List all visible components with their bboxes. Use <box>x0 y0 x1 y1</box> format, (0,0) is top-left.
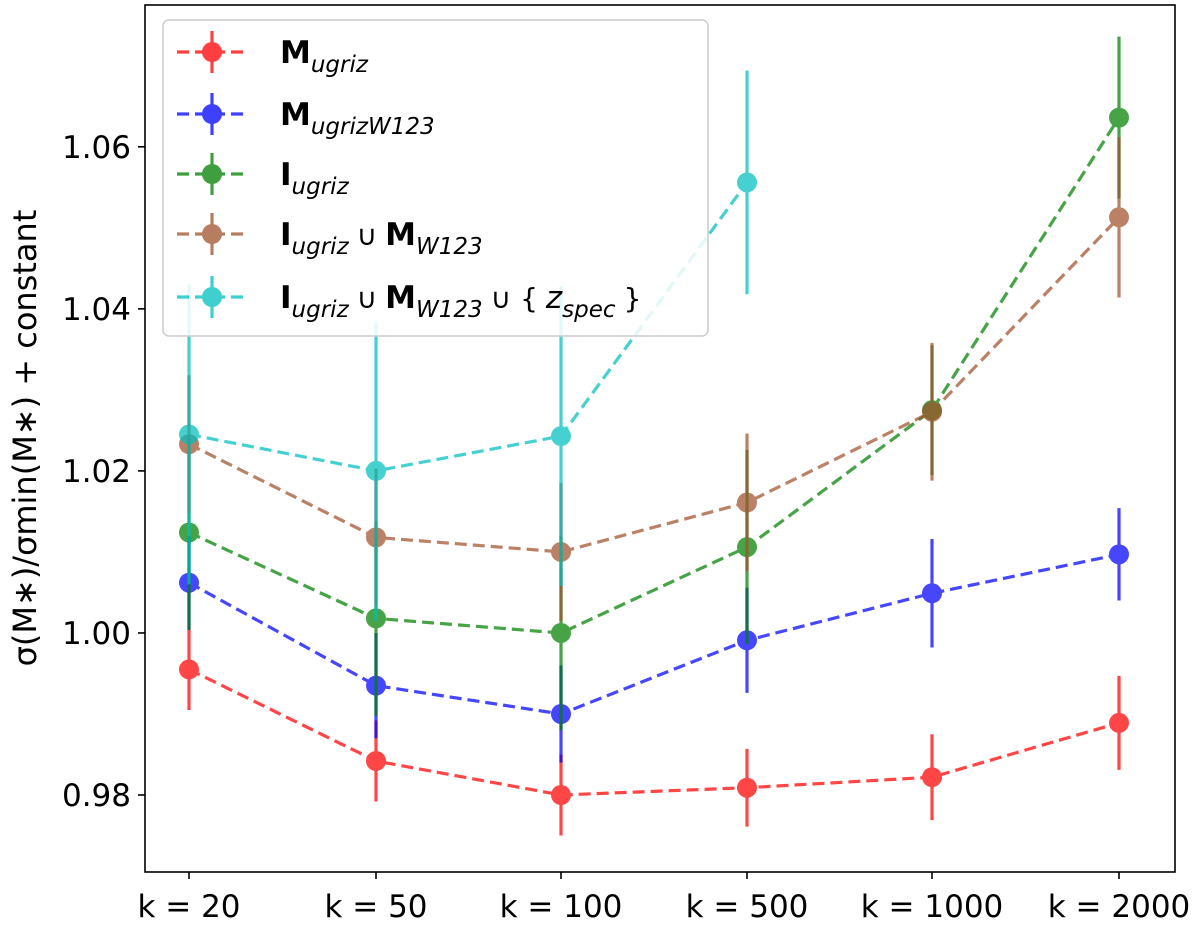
series-0 <box>179 628 1129 836</box>
legend-sub: ugriz <box>292 297 350 323</box>
series-layer <box>179 36 1129 836</box>
legend-sub: ugriz <box>311 52 369 78</box>
data-point <box>1109 712 1129 733</box>
legend-part-sub: W123 <box>416 234 483 260</box>
legend-marker-0 <box>177 31 247 73</box>
series-line <box>188 552 1120 716</box>
legend-part: M <box>385 280 416 316</box>
y-axis: 0.98 1.00 1.02 1.04 1.06 <box>62 130 145 814</box>
data-point <box>922 583 942 604</box>
data-point <box>366 460 386 481</box>
data-point <box>1109 544 1129 565</box>
data-point <box>551 785 571 806</box>
legend-sub: ugriz <box>292 174 350 200</box>
legend-marker-4 <box>177 276 247 318</box>
legend-dot <box>202 287 222 307</box>
series-line <box>188 216 1121 554</box>
legend-main: I <box>280 217 292 253</box>
legend-marker-3 <box>177 213 247 255</box>
legend-sub: ugriz <box>292 234 350 260</box>
series-line <box>188 181 749 473</box>
y-tick-label: 1.06 <box>62 130 131 166</box>
legend-main: M <box>280 35 311 71</box>
legend-label-2: Iugriz <box>280 157 350 200</box>
legend-main: I <box>280 280 292 316</box>
legend-part: ∪ { <box>491 282 538 315</box>
x-tick-label: k = 500 <box>686 889 809 925</box>
y-axis-label: σ(M∗)/σmin(M∗) + constant <box>6 210 44 667</box>
legend-dot <box>202 164 222 184</box>
legend-dot <box>202 224 222 244</box>
series-1 <box>179 508 1129 763</box>
series-line <box>188 667 1120 797</box>
legend-label-3: Iugriz ∪ MW123 <box>280 217 483 260</box>
legend-part: ∪ <box>357 219 378 252</box>
x-tick-label: k = 100 <box>500 889 623 925</box>
data-point <box>737 777 757 798</box>
x-tick-label: k = 2000 <box>1048 889 1191 925</box>
data-point <box>179 424 199 445</box>
data-point <box>1109 207 1129 228</box>
plot-frame <box>144 4 1176 873</box>
data-point <box>551 426 571 447</box>
data-point <box>179 659 199 680</box>
legend-dot <box>202 104 222 124</box>
data-point <box>737 172 757 193</box>
legend-part-sub: spec <box>562 297 616 323</box>
legend-main: I <box>280 157 292 193</box>
legend-part-sub: W123 <box>416 297 483 323</box>
legend-dot <box>202 42 222 62</box>
legend-sub: ugrizW123 <box>311 114 435 140</box>
x-tick-label: k = 20 <box>137 889 240 925</box>
legend-marker-1 <box>177 93 247 135</box>
y-tick-label: 1.04 <box>62 292 131 328</box>
data-point <box>1109 107 1129 128</box>
x-tick-label: k = 50 <box>324 889 427 925</box>
legend-marker-2 <box>177 153 247 195</box>
legend-label-4: Iugriz ∪ MW123 ∪ {zspec} <box>280 280 641 323</box>
x-axis: k = 20 k = 50 k = 100 k = 500 k = 1000 k = 20… <box>137 872 1190 925</box>
legend-part: M <box>385 217 416 253</box>
x-tick-label: k = 1000 <box>861 889 1004 925</box>
y-tick-label: 1.00 <box>62 616 131 652</box>
data-point <box>737 492 757 513</box>
legend-box <box>162 19 709 337</box>
data-point <box>922 767 942 788</box>
data-point <box>366 750 386 771</box>
legend-label-0: Mugriz <box>280 35 369 78</box>
legend-part: z <box>545 280 563 316</box>
legend-label-1: MugrizW123 <box>280 97 435 140</box>
data-point <box>922 401 942 422</box>
legend-main: M <box>280 97 311 133</box>
series-line <box>188 116 1121 635</box>
legend-part: ∪ <box>357 282 378 315</box>
y-tick-label: 1.02 <box>62 454 131 490</box>
y-tick-label: 0.98 <box>62 778 131 814</box>
data-point <box>551 622 571 643</box>
legend-part: } <box>624 282 642 315</box>
